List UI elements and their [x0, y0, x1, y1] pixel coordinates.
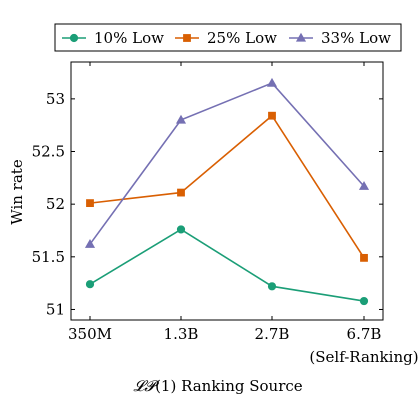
y-axis-label: Win rate	[8, 159, 26, 225]
data-point	[177, 188, 185, 197]
legend-label: 10% Low	[94, 29, 164, 47]
data-point	[84, 238, 96, 248]
series-line	[89, 114, 365, 259]
x-tick-label: 6.7B	[347, 325, 382, 343]
data-point	[268, 111, 276, 120]
data-point	[85, 280, 95, 289]
x-tick-label: 350M	[68, 325, 112, 343]
data-point	[175, 114, 187, 124]
y-tick-label: 52	[46, 195, 65, 213]
legend-marker	[183, 34, 191, 42]
x-tick-label: 2.7B	[255, 325, 290, 343]
data-point	[86, 199, 94, 208]
series-line	[89, 228, 365, 302]
data-point	[358, 181, 370, 190]
data-point	[267, 282, 277, 291]
y-tick-label: 52.5	[32, 143, 65, 161]
y-tick-label: 51.5	[32, 248, 65, 266]
legend-label: 33% Low	[321, 29, 391, 47]
legend-marker	[69, 33, 79, 43]
x-tick-sublabel: (Self-Ranking)	[309, 348, 418, 366]
legend-label: 25% Low	[207, 29, 277, 47]
legend-marker	[295, 32, 307, 42]
y-tick-label: 53	[46, 90, 65, 108]
x-tick-label: 1.3B	[164, 325, 199, 343]
x-axis: 350M 1.3B 2.7B 6.7B (Self-Ranking)	[68, 62, 419, 366]
plot-frame	[70, 61, 384, 321]
y-tick-label: 51	[46, 300, 65, 318]
data-point	[176, 225, 186, 234]
data-point	[360, 253, 368, 262]
legend-box	[54, 23, 402, 52]
x-axis-label: 𝓛𝓟(1) Ranking Source	[133, 377, 302, 395]
legend: 10% Low 25% Low 33% Low	[54, 23, 402, 52]
series-line	[89, 82, 365, 245]
data-point	[266, 77, 278, 87]
y-axis: 51 51.5 52 52.5 53	[32, 90, 383, 318]
x-axis-label-suffix: (1) Ranking Source	[155, 377, 303, 395]
data-point	[359, 296, 369, 306]
plot-area	[70, 61, 384, 321]
x-axis-label-prefix: 𝓛𝓟	[133, 377, 159, 395]
